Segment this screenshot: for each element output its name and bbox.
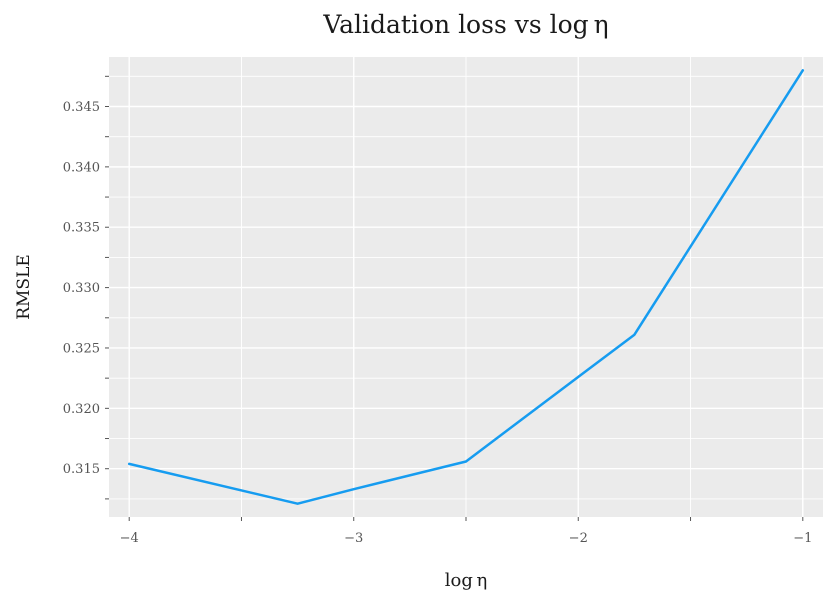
- y-tick-label: 0.340: [63, 160, 100, 175]
- x-tick-label: −2: [569, 531, 588, 546]
- validation-loss-line: [127, 69, 805, 505]
- x-axis-label: log η: [444, 570, 488, 591]
- x-tick-label: −4: [120, 531, 139, 546]
- x-tick-label: −1: [793, 531, 812, 546]
- y-tick-label: 0.335: [63, 221, 100, 236]
- chart-title: Validation loss vs log η: [323, 10, 609, 39]
- y-tick-label: 0.330: [63, 281, 100, 296]
- y-tick-label: 0.315: [63, 462, 100, 477]
- y-tick-label: 0.345: [63, 100, 100, 115]
- y-axis-label: RMSLE: [14, 254, 34, 320]
- y-tick-label: 0.325: [63, 341, 100, 356]
- y-tick-label: 0.320: [63, 402, 100, 417]
- x-tick-label: −3: [344, 531, 363, 546]
